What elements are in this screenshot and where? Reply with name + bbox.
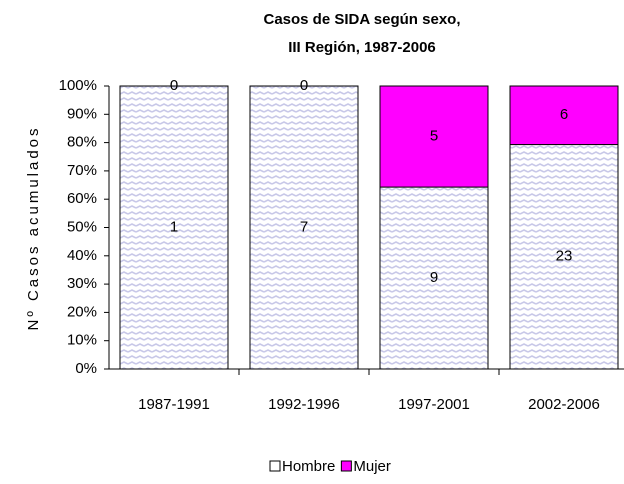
data-label: 23: [556, 248, 573, 265]
y-tick-label: 90%: [67, 105, 97, 122]
bar-segment: [379, 186, 489, 370]
chart-title: III Región, 1987-2006: [288, 39, 436, 56]
y-tick-label: 30%: [67, 275, 97, 292]
bar-segment: [509, 144, 619, 370]
y-tick-label: 70%: [67, 162, 97, 179]
y-tick-label: 60%: [67, 190, 97, 207]
y-tick-label: 80%: [67, 134, 97, 151]
bar-segment: [509, 85, 619, 146]
y-tick-label: 40%: [67, 247, 97, 264]
bar-segment: [379, 85, 489, 188]
legend-label: Hombre: [282, 458, 335, 475]
y-axis-label: Nº Casos acumulados: [25, 125, 42, 330]
bar-segment: [249, 85, 359, 370]
legend-swatch: [340, 460, 352, 472]
y-tick-label: 20%: [67, 303, 97, 320]
y-tick-label: 100%: [59, 77, 97, 94]
legend-label: Mujer: [353, 458, 391, 475]
y-tick-label: 50%: [67, 218, 97, 235]
data-label: 9: [430, 269, 438, 286]
bar-segment: [119, 85, 229, 370]
chart-title: Casos de SIDA según sexo,: [263, 11, 460, 28]
data-label: 0: [170, 77, 178, 94]
data-label: 5: [430, 128, 438, 145]
legend-swatch: [269, 460, 281, 472]
data-label: 0: [300, 77, 308, 94]
data-label: 6: [560, 106, 568, 123]
x-tick-label: 1992-1996: [268, 396, 340, 413]
x-tick-label: 1987-1991: [138, 396, 210, 413]
y-tick-label: 0%: [75, 360, 97, 377]
y-tick-label: 10%: [67, 332, 97, 349]
data-label: 7: [300, 218, 308, 235]
data-label: 1: [170, 218, 178, 235]
x-tick-label: 1997-2001: [398, 396, 470, 413]
x-tick-label: 2002-2006: [528, 396, 600, 413]
